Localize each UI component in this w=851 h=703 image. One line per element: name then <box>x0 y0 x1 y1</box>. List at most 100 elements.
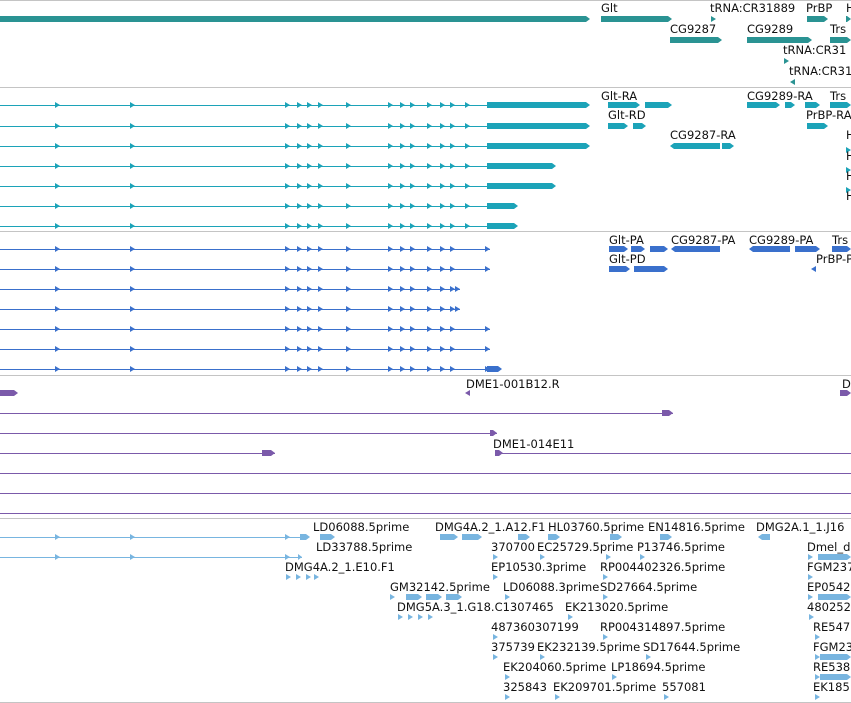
strand-arrow[interactable] <box>450 102 455 108</box>
est-label[interactable]: LD33788.5prime <box>316 540 413 554</box>
strand-arrow[interactable] <box>346 306 351 312</box>
strand-arrow[interactable] <box>55 534 60 540</box>
strand-arrow[interactable] <box>55 346 60 352</box>
exon-block[interactable] <box>634 266 668 272</box>
transcript-label[interactable]: CG9289-RA <box>747 89 813 103</box>
strand-arrow[interactable] <box>346 246 351 252</box>
est-label[interactable]: EC25729.5prime <box>537 540 634 554</box>
strand-arrow[interactable] <box>400 203 405 209</box>
transcript-label[interactable]: PrBP-RA <box>806 108 851 122</box>
strand-arrow[interactable] <box>285 554 290 560</box>
strand-arrow[interactable] <box>307 203 312 209</box>
strand-arrow[interactable] <box>400 326 405 332</box>
strand-arrow[interactable] <box>427 326 432 332</box>
strand-arrow[interactable] <box>815 654 820 660</box>
strand-arrow[interactable] <box>427 246 432 252</box>
strand-arrow[interactable] <box>297 346 302 352</box>
exon-block[interactable] <box>805 102 820 108</box>
strand-arrow[interactable] <box>410 286 415 292</box>
strand-arrow[interactable] <box>427 183 432 189</box>
exon-block[interactable] <box>818 554 851 560</box>
strand-arrow[interactable] <box>505 674 510 680</box>
est-label[interactable]: EK204060.5prime <box>503 660 607 674</box>
strand-arrow[interactable] <box>603 634 608 640</box>
protein-label[interactable]: Trs <box>832 233 849 247</box>
exon-block[interactable] <box>807 123 828 129</box>
exon-block[interactable] <box>487 123 590 129</box>
strand-arrow[interactable] <box>55 306 60 312</box>
strand-arrow[interactable] <box>346 223 351 229</box>
strand-arrow[interactable] <box>130 163 135 169</box>
strand-arrow[interactable] <box>555 694 560 700</box>
strand-arrow[interactable] <box>130 266 135 272</box>
exon-block[interactable] <box>601 16 672 22</box>
strand-arrow[interactable] <box>410 223 415 229</box>
strand-arrow[interactable] <box>346 102 351 108</box>
strand-arrow[interactable] <box>388 102 393 108</box>
transcript-label[interactable]: Trs <box>830 89 847 103</box>
exon-block[interactable] <box>820 674 851 680</box>
strand-arrow[interactable] <box>427 143 432 149</box>
strand-arrow[interactable] <box>314 574 319 580</box>
exon-block[interactable] <box>610 534 622 540</box>
est-label[interactable]: LD06088.5prime <box>313 520 410 534</box>
strand-arrow[interactable] <box>346 346 351 352</box>
strand-arrow[interactable] <box>400 306 405 312</box>
protein-label[interactable]: CG9289-PA <box>749 233 814 247</box>
strand-arrow[interactable] <box>388 223 393 229</box>
est-label[interactable]: LD06088.3prime <box>503 580 600 594</box>
strand-arrow[interactable] <box>846 187 851 193</box>
strand-arrow[interactable] <box>808 554 813 560</box>
exon-block[interactable] <box>320 534 335 540</box>
strand-arrow[interactable] <box>55 286 60 292</box>
exon-block[interactable] <box>462 534 482 540</box>
strand-arrow[interactable] <box>318 143 323 149</box>
strand-arrow[interactable] <box>130 203 135 209</box>
strand-arrow[interactable] <box>285 143 290 149</box>
strand-arrow[interactable] <box>130 143 135 149</box>
exon-block[interactable] <box>660 534 672 540</box>
strand-arrow[interactable] <box>346 266 351 272</box>
strand-arrow[interactable] <box>450 246 455 252</box>
strand-arrow[interactable] <box>130 554 135 560</box>
strand-arrow[interactable] <box>307 223 312 229</box>
strand-arrow[interactable] <box>285 366 290 372</box>
strand-arrow[interactable] <box>388 163 393 169</box>
strand-arrow[interactable] <box>285 102 290 108</box>
strand-arrow[interactable] <box>606 554 611 560</box>
exon-block[interactable] <box>662 410 673 416</box>
strand-arrow[interactable] <box>130 326 135 332</box>
strand-arrow[interactable] <box>410 326 415 332</box>
strand-arrow[interactable] <box>390 594 395 600</box>
strand-arrow[interactable] <box>440 102 445 108</box>
strand-arrow[interactable] <box>285 163 290 169</box>
est-label[interactable]: GM32142.5prime <box>390 580 490 594</box>
strand-arrow[interactable] <box>427 223 432 229</box>
strand-arrow[interactable] <box>450 306 455 312</box>
strand-arrow[interactable] <box>505 694 510 700</box>
strand-arrow[interactable] <box>130 123 135 129</box>
strand-arrow[interactable] <box>346 366 351 372</box>
strand-arrow[interactable] <box>296 574 301 580</box>
strand-arrow[interactable] <box>307 266 312 272</box>
strand-arrow[interactable] <box>427 163 432 169</box>
strand-arrow[interactable] <box>450 203 455 209</box>
strand-arrow[interactable] <box>815 694 820 700</box>
strand-arrow[interactable] <box>297 102 302 108</box>
strand-arrow[interactable] <box>318 123 323 129</box>
exon-block[interactable] <box>650 246 668 252</box>
strand-arrow[interactable] <box>450 223 455 229</box>
gene-label[interactable]: H <box>846 1 851 15</box>
strand-arrow[interactable] <box>465 183 470 189</box>
est-label[interactable]: FGM237 <box>807 560 851 574</box>
strand-arrow[interactable] <box>427 306 432 312</box>
exon-block[interactable] <box>298 554 302 560</box>
strand-arrow[interactable] <box>388 203 393 209</box>
strand-arrow[interactable] <box>646 654 651 660</box>
protein-label[interactable]: CG9287-PA <box>671 233 736 247</box>
est-label[interactable]: P13746.5prime <box>637 540 725 554</box>
protein-label[interactable]: PrBP-P <box>816 252 851 266</box>
strand-arrow[interactable] <box>450 286 455 292</box>
exon-block[interactable] <box>830 102 851 108</box>
strand-arrow[interactable] <box>55 246 60 252</box>
